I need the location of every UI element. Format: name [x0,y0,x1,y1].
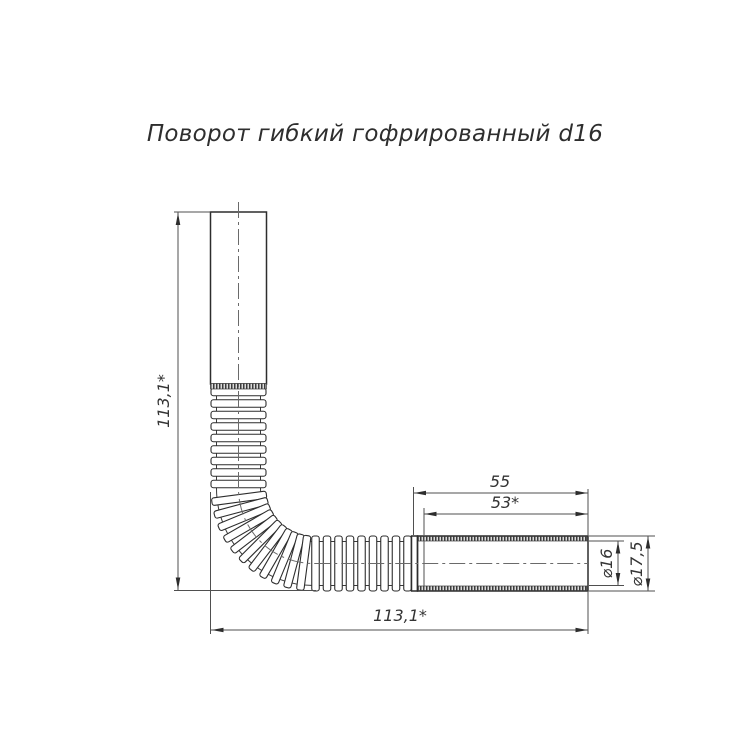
dimension-dia-inner-label: ⌀16 [597,549,616,579]
dimension-end-working: 53* [423,493,588,535]
arrow-left-icon [424,511,437,517]
arrow-down-icon [615,573,621,585]
socket-knurl-band-bottom [418,585,588,591]
horizontal-socket-end [410,535,589,592]
dimension-length-label: 113,1* [373,606,427,625]
extension-line [589,540,624,586]
arrow-down-icon [645,578,651,591]
arrow-right-icon [575,490,588,496]
arrow-up-icon [645,536,651,549]
dimension-height-label: 113,1* [154,374,173,428]
dimension-dia-inner: ⌀16 [589,540,624,586]
dimension-height: 113,1* [154,211,316,591]
arrow-down-icon [175,577,181,590]
drawing-title: Поворот гибкий гофрированный d16 [147,121,603,147]
pipe-centerline [238,202,588,564]
corrugation-ribs-bend [210,490,312,592]
dimension-end-working-label: 53* [491,493,519,512]
dimension-end-total-label: 55 [490,472,510,491]
arrow-left-icon [211,627,224,633]
dimension-end-total: 55 [413,472,588,535]
arrow-right-icon [575,511,588,517]
dimension-dia-outer: ⌀17,5 [589,535,655,592]
dimension-dia-outer-label: ⌀17,5 [627,541,646,586]
arrow-up-icon [615,541,621,554]
extension-line [589,535,655,592]
socket-knurl-band-top [418,536,588,542]
arrow-left-icon [414,490,426,496]
arrow-up-icon [175,213,181,225]
dimension-length: 113,1* [210,489,589,634]
arrow-right-icon [575,627,588,633]
